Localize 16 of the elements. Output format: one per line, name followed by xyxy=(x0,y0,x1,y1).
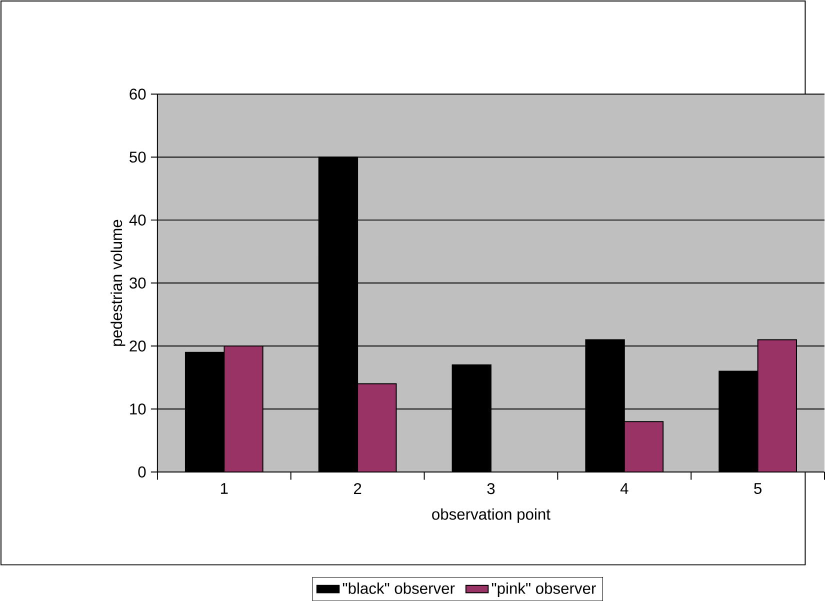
x-tick-label: 2 xyxy=(354,482,362,494)
y-tick-label: 20 xyxy=(130,340,146,352)
x-tick-label: 1 xyxy=(220,482,228,494)
y-tick-label: 0 xyxy=(138,466,146,478)
x-tick-label: 4 xyxy=(620,482,628,494)
y-tick-label: 10 xyxy=(130,403,146,414)
y-tick-label: 40 xyxy=(129,214,146,226)
x-axis-title: observation point xyxy=(432,508,550,523)
legend-label: "black" observer xyxy=(342,582,455,594)
y-tick-label: 50 xyxy=(130,151,146,163)
legend-label: "pink" observer xyxy=(492,582,596,597)
y-axis-title: pedestrian volume xyxy=(110,220,126,346)
x-tick-label: 5 xyxy=(754,482,762,494)
y-tick-label: 30 xyxy=(130,277,146,288)
y-tick-label: 60 xyxy=(130,88,146,100)
x-tick-label: 3 xyxy=(487,482,495,494)
